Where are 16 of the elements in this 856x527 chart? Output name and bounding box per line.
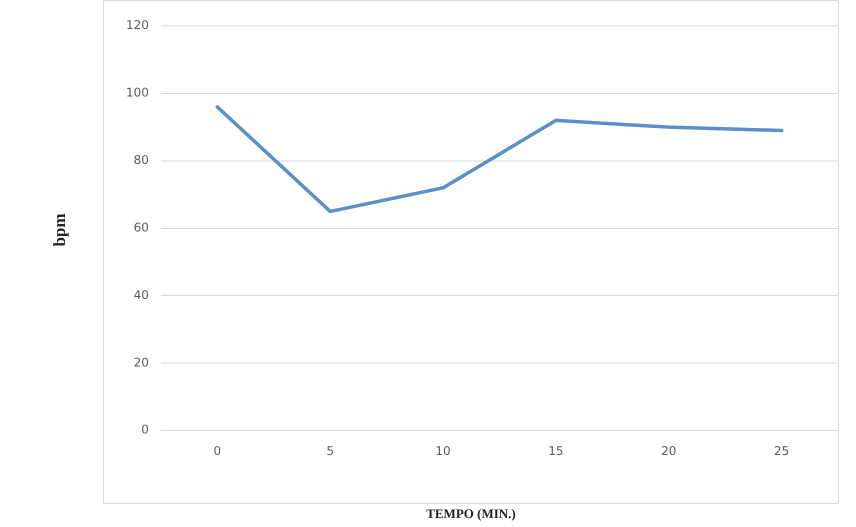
x-tick-label: 15	[548, 444, 564, 458]
x-tick-label: 25	[774, 444, 790, 458]
y-tick-label: 20	[134, 355, 149, 370]
chart-frame: 0 5 10 15 20 25 0 20 40 60 80 100 120	[103, 0, 839, 504]
x-tick-label: 20	[661, 444, 676, 458]
y-tick-label: 80	[134, 152, 149, 167]
x-axis-title: TEMPO (MIN.)	[425, 506, 517, 522]
x-tick-label: 10	[435, 444, 451, 458]
x-tick-label: 5	[326, 444, 334, 458]
y-tick-label: 60	[134, 220, 149, 234]
y-tick-label: 0	[141, 422, 149, 437]
y-axis-title: bpm	[49, 212, 70, 249]
x-tick-label: 0	[214, 444, 222, 458]
y-tick-label: 100	[126, 86, 149, 100]
y-tick-label: 40	[134, 288, 149, 302]
y-tick-label: 120	[126, 18, 149, 32]
